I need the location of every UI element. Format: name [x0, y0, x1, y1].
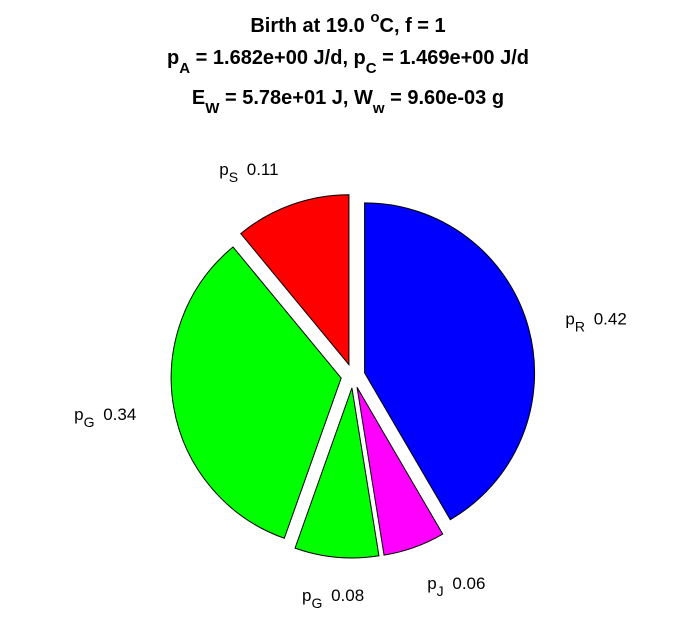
pie-slice-pG-2: [294, 387, 380, 559]
chart-title-line-1: Birth at 19.0 oC, f = 1: [250, 9, 445, 37]
pie-slices: [170, 194, 536, 559]
slice-label-4: pS 0.11: [219, 160, 278, 185]
slice-label-1: pJ 0.06: [427, 574, 485, 599]
slice-label-0: pR 0.42: [565, 310, 626, 335]
chart-title-line-3: EW = 5.78e+01 J, Ww = 9.60e-03 g: [192, 87, 504, 117]
slice-label-3: pG 0.34: [74, 405, 136, 430]
chart-title-line-2: pA = 1.682e+00 J/d, pC = 1.469e+00 J/d: [167, 47, 529, 77]
pie-slice-pR-0: [364, 202, 536, 521]
pie-slice-pJ-1: [356, 387, 444, 556]
pie-slice-pG-3: [170, 246, 342, 539]
pie-slice-pS-4: [240, 194, 350, 367]
slice-labels: pR 0.42 pJ 0.06 pG 0.08 pG 0.34 pS 0.11: [74, 160, 627, 611]
slice-label-2: pG 0.08: [302, 586, 364, 611]
chart-title: Birth at 19.0 oC, f = 1 pA = 1.682e+00 J/…: [167, 9, 529, 117]
